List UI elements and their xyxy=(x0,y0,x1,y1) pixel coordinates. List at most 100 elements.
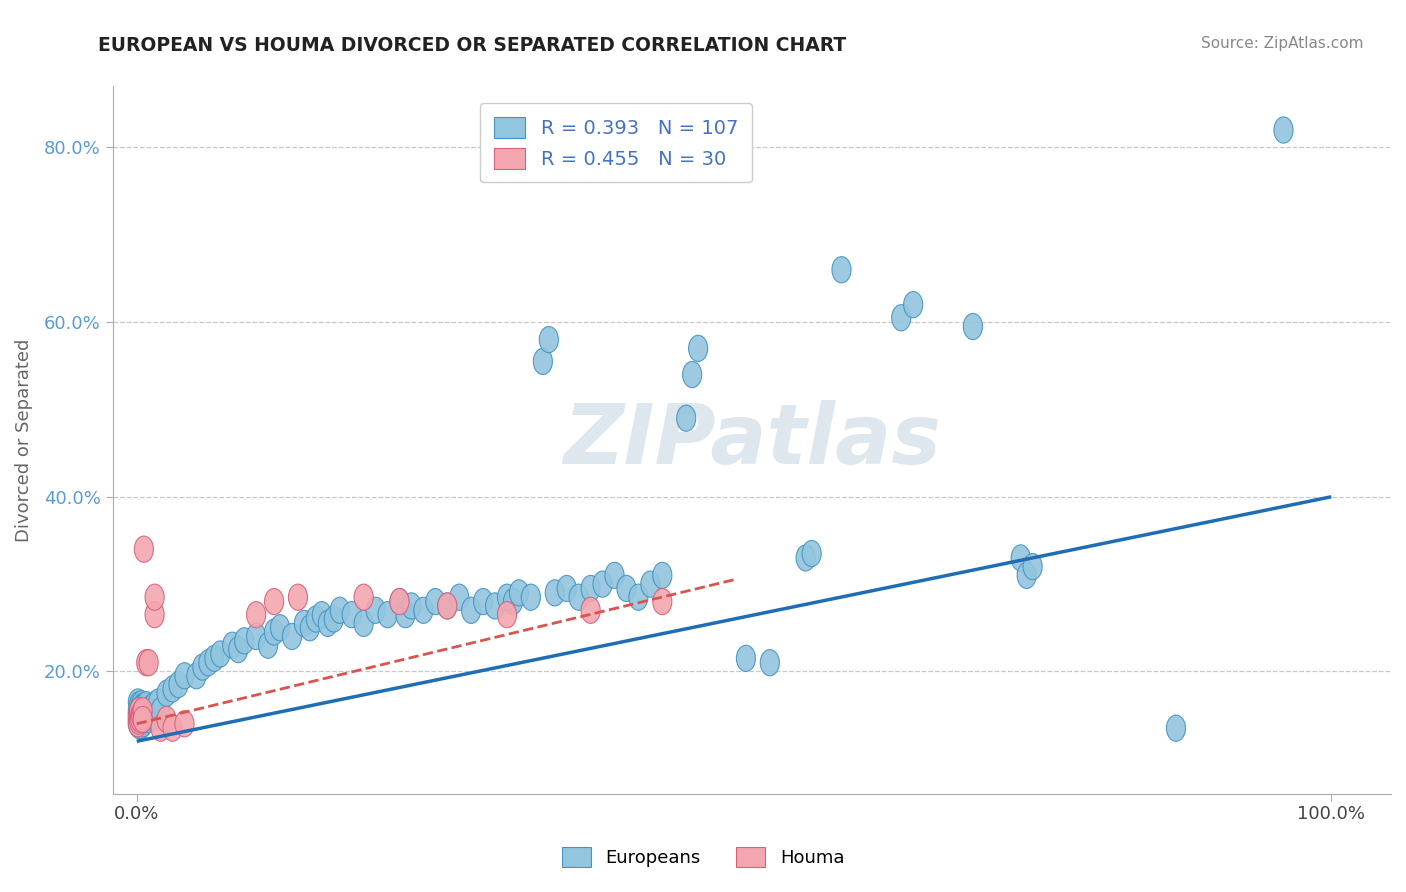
Ellipse shape xyxy=(402,593,420,619)
Ellipse shape xyxy=(581,598,600,624)
Ellipse shape xyxy=(832,257,851,283)
Ellipse shape xyxy=(288,584,308,610)
Ellipse shape xyxy=(617,575,636,601)
Ellipse shape xyxy=(246,601,266,628)
Ellipse shape xyxy=(174,711,194,737)
Ellipse shape xyxy=(129,704,149,730)
Ellipse shape xyxy=(174,663,194,689)
Ellipse shape xyxy=(301,615,319,640)
Ellipse shape xyxy=(134,698,152,723)
Ellipse shape xyxy=(503,589,523,615)
Ellipse shape xyxy=(163,676,183,702)
Ellipse shape xyxy=(593,571,612,598)
Ellipse shape xyxy=(139,698,159,723)
Ellipse shape xyxy=(136,649,156,676)
Y-axis label: Divorced or Separated: Divorced or Separated xyxy=(15,338,32,541)
Ellipse shape xyxy=(533,349,553,375)
Ellipse shape xyxy=(581,575,600,601)
Ellipse shape xyxy=(1274,117,1294,143)
Ellipse shape xyxy=(135,695,155,722)
Ellipse shape xyxy=(366,598,385,624)
Ellipse shape xyxy=(128,702,148,728)
Ellipse shape xyxy=(138,704,157,730)
Ellipse shape xyxy=(187,663,205,689)
Ellipse shape xyxy=(193,654,212,681)
Ellipse shape xyxy=(128,711,148,737)
Ellipse shape xyxy=(131,709,150,735)
Ellipse shape xyxy=(891,305,911,331)
Ellipse shape xyxy=(150,698,170,723)
Ellipse shape xyxy=(134,706,152,732)
Ellipse shape xyxy=(325,606,343,632)
Ellipse shape xyxy=(129,691,149,718)
Ellipse shape xyxy=(413,598,433,624)
Ellipse shape xyxy=(128,689,148,715)
Ellipse shape xyxy=(132,696,150,722)
Ellipse shape xyxy=(229,637,247,663)
Ellipse shape xyxy=(509,580,529,606)
Ellipse shape xyxy=(128,706,148,732)
Ellipse shape xyxy=(1024,554,1042,580)
Ellipse shape xyxy=(485,593,505,619)
Text: EUROPEAN VS HOUMA DIVORCED OR SEPARATED CORRELATION CHART: EUROPEAN VS HOUMA DIVORCED OR SEPARATED … xyxy=(98,36,846,54)
Ellipse shape xyxy=(129,695,149,722)
Ellipse shape xyxy=(135,693,153,720)
Ellipse shape xyxy=(139,649,159,676)
Ellipse shape xyxy=(796,545,815,571)
Ellipse shape xyxy=(264,589,284,615)
Ellipse shape xyxy=(135,536,153,562)
Ellipse shape xyxy=(131,698,150,723)
Ellipse shape xyxy=(135,704,153,730)
Ellipse shape xyxy=(682,361,702,388)
Ellipse shape xyxy=(246,624,266,649)
Legend: R = 0.393   N = 107, R = 0.455   N = 30: R = 0.393 N = 107, R = 0.455 N = 30 xyxy=(481,103,752,183)
Ellipse shape xyxy=(163,715,183,741)
Ellipse shape xyxy=(312,601,332,628)
Ellipse shape xyxy=(354,584,373,610)
Ellipse shape xyxy=(761,649,779,676)
Ellipse shape xyxy=(132,704,150,730)
Ellipse shape xyxy=(307,606,325,632)
Ellipse shape xyxy=(145,704,165,730)
Ellipse shape xyxy=(142,704,160,730)
Ellipse shape xyxy=(540,326,558,352)
Text: ZIPatlas: ZIPatlas xyxy=(562,400,941,481)
Ellipse shape xyxy=(132,700,150,726)
Ellipse shape xyxy=(145,584,165,610)
Ellipse shape xyxy=(294,610,314,637)
Ellipse shape xyxy=(557,575,576,601)
Ellipse shape xyxy=(963,313,983,340)
Ellipse shape xyxy=(342,601,361,628)
Ellipse shape xyxy=(131,706,150,732)
Ellipse shape xyxy=(150,715,170,741)
Ellipse shape xyxy=(330,598,349,624)
Ellipse shape xyxy=(145,601,165,628)
Ellipse shape xyxy=(1017,562,1036,589)
Ellipse shape xyxy=(128,711,148,737)
Ellipse shape xyxy=(474,589,492,615)
Ellipse shape xyxy=(142,695,160,722)
Ellipse shape xyxy=(132,704,150,730)
Ellipse shape xyxy=(131,702,150,728)
Ellipse shape xyxy=(139,706,159,732)
Ellipse shape xyxy=(198,649,218,676)
Ellipse shape xyxy=(904,292,922,318)
Ellipse shape xyxy=(132,708,150,734)
Ellipse shape xyxy=(689,335,707,361)
Ellipse shape xyxy=(737,645,755,672)
Ellipse shape xyxy=(652,589,672,615)
Ellipse shape xyxy=(157,681,176,706)
Ellipse shape xyxy=(318,610,337,637)
Ellipse shape xyxy=(129,704,149,730)
Ellipse shape xyxy=(134,711,152,737)
Ellipse shape xyxy=(129,713,149,739)
Ellipse shape xyxy=(131,706,150,732)
Ellipse shape xyxy=(652,562,672,589)
Ellipse shape xyxy=(437,593,457,619)
Ellipse shape xyxy=(132,690,150,717)
Ellipse shape xyxy=(135,706,155,732)
Ellipse shape xyxy=(128,698,148,723)
Ellipse shape xyxy=(134,702,152,728)
Ellipse shape xyxy=(605,562,624,589)
Ellipse shape xyxy=(259,632,277,658)
